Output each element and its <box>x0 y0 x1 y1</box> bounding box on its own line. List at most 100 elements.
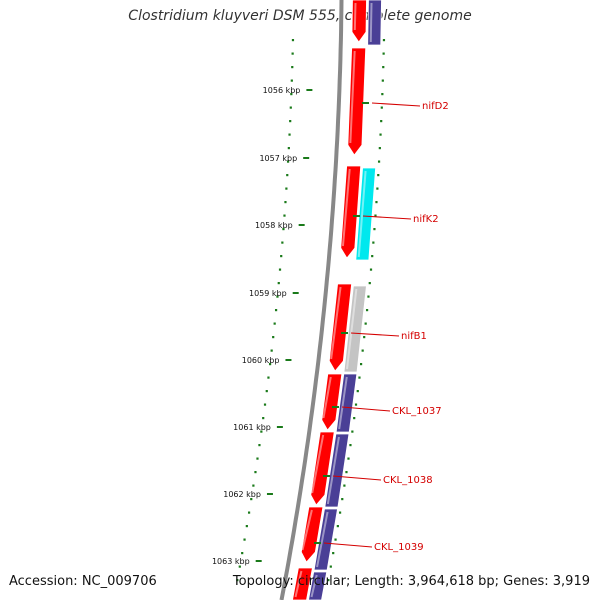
gene-label: nifD2 <box>422 101 449 112</box>
outer-tick <box>353 215 360 217</box>
gc-dot <box>254 471 257 474</box>
gc-dot <box>276 295 279 298</box>
gc-dot <box>268 363 272 366</box>
gc-dot <box>243 538 246 541</box>
outer-dot <box>351 430 354 433</box>
gc-dot <box>256 457 259 460</box>
outer-dot <box>379 133 382 136</box>
cds-red-block <box>321 373 343 431</box>
gc-dot <box>263 403 267 406</box>
gc-dot <box>250 498 253 501</box>
gc-dot <box>236 579 239 582</box>
outer-dot <box>368 282 371 285</box>
outer-dot <box>345 471 348 474</box>
gene-leader-line <box>323 542 373 548</box>
outer-dot <box>373 228 376 231</box>
gc-dot <box>283 214 286 217</box>
cds-red-block <box>292 567 313 600</box>
cds-blue-block <box>367 0 382 46</box>
gene-label-layer: nifD2 nifK2 nifB1 CKL_1037 CKL_1038 CKL_1039 <box>314 101 449 553</box>
cds-red-block-highlight <box>301 509 313 551</box>
cds-cyan-block-highlight <box>357 170 367 258</box>
outer-dot <box>365 309 369 312</box>
gc-dot <box>273 322 276 325</box>
gc-dot <box>289 120 292 123</box>
map-title: Clostridium kluyveri DSM 555, complete g… <box>128 8 472 24</box>
backbone-line <box>279 0 344 600</box>
gene-leader-line <box>371 102 421 107</box>
cds-red-block-highlight <box>322 376 332 419</box>
gc-dot <box>291 39 295 42</box>
gc-dot <box>285 187 288 190</box>
gc-dot <box>272 336 275 339</box>
outer-tick <box>314 542 321 544</box>
gc-dot <box>291 66 294 69</box>
gc-dot <box>286 160 290 163</box>
outer-dot <box>361 349 364 352</box>
outer-tick <box>362 102 369 104</box>
gc-dot <box>286 174 289 177</box>
gc-dot <box>274 309 278 312</box>
ruler-label: 1057 kbp <box>259 154 297 163</box>
outer-dot <box>377 160 381 163</box>
cds-gray-block-highlight <box>346 288 358 370</box>
cds-red-block <box>351 0 367 43</box>
gene-leader-line <box>332 475 382 481</box>
gc-dot <box>265 390 268 393</box>
gc-dot <box>289 106 292 109</box>
cds-blue-block <box>313 508 338 571</box>
outer-tick <box>341 332 348 334</box>
ruler-tick <box>303 157 310 159</box>
gene-label: CKL_1039 <box>374 542 424 553</box>
outer-dot <box>374 214 377 217</box>
gc-dot <box>241 552 244 555</box>
outer-dot <box>327 579 330 582</box>
cds-gray-block <box>343 285 367 373</box>
cds-red-block <box>300 506 324 563</box>
cds-red-block-highlight <box>353 2 357 31</box>
outer-tick <box>332 406 339 408</box>
cds-red-block-highlight <box>294 570 303 598</box>
cds-blue-block-highlight <box>369 2 373 43</box>
gc-dot <box>281 241 284 244</box>
gene-leader-line <box>341 406 391 412</box>
gc-dot <box>291 52 294 55</box>
gc-dot-track <box>236 39 386 582</box>
feature-track <box>292 0 382 600</box>
gene-label: nifK2 <box>413 214 439 225</box>
cds-blue-block <box>308 571 328 600</box>
gc-dot <box>258 444 261 447</box>
gene-label: CKL_1037 <box>392 406 442 417</box>
outer-dot <box>372 241 375 244</box>
outer-dot <box>359 363 363 366</box>
gc-dot <box>284 201 287 204</box>
cds-red-block <box>347 47 367 156</box>
ruler-tick <box>285 359 292 361</box>
ruler-label: 1061 kbp <box>233 423 271 432</box>
accession-label: Accession: NC_009706 <box>9 574 157 589</box>
ruler-label: 1063 kbp <box>212 557 250 566</box>
cds-red-block-highlight <box>349 50 356 144</box>
outer-dot <box>369 268 373 271</box>
outer-dot <box>336 525 339 528</box>
outer-dot <box>375 201 378 204</box>
ruler-label: 1060 kbp <box>242 356 280 365</box>
gc-dot <box>245 525 248 528</box>
outer-dot <box>349 444 352 447</box>
cds-red-block-highlight <box>311 434 325 494</box>
cds-red-block <box>328 283 353 372</box>
outer-dot <box>382 52 385 55</box>
ruler-label: 1056 kbp <box>263 86 301 95</box>
outer-dot <box>356 390 359 393</box>
outer-dot <box>341 498 344 501</box>
ruler-tick <box>292 292 299 294</box>
outer-dot <box>367 295 370 298</box>
outer-dot <box>358 376 361 379</box>
cds-blue-block <box>324 433 350 508</box>
cds-blue-block-highlight <box>310 574 318 598</box>
cds-red-block-highlight <box>341 168 351 247</box>
outer-dot <box>377 174 380 177</box>
outer-dot <box>382 66 385 69</box>
gc-dot <box>260 430 263 433</box>
